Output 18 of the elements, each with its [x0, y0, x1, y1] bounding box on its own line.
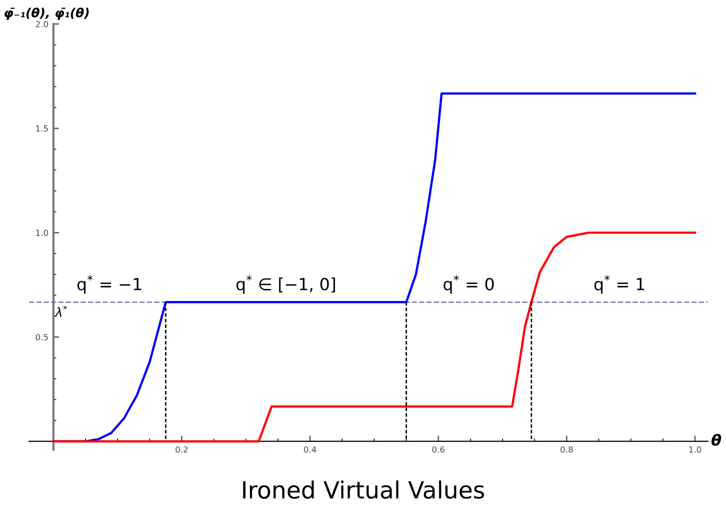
- y-tick-label: 0.5: [36, 334, 48, 340]
- x-tick-label: 1.0: [689, 446, 702, 453]
- y-axis-title: φ̄₋₁(θ), φ̄₁(θ): [4, 8, 89, 20]
- x-axis-title: θ: [711, 434, 722, 446]
- annotation: q$^{*}$ = 0: [444, 275, 494, 294]
- annotation: q$^{*}$ = −1: [77, 275, 142, 294]
- line-series: [52, 232, 696, 442]
- annotation: q$^{*}$ ∈ [−1, 0]: [236, 275, 335, 294]
- y-tick-label: 1.5: [36, 125, 48, 132]
- ref-line-label: λ$^{*}$: [54, 306, 67, 317]
- x-tick-label: 0.2: [176, 446, 188, 453]
- x-tick-label: 0.8: [560, 446, 573, 453]
- text: Ironed Virtual Values: [243, 480, 484, 499]
- y-tick-label: 2.0: [36, 21, 48, 28]
- annotation: q$^{*}$ = 1: [594, 275, 644, 294]
- x-tick-label: 0.6: [432, 446, 444, 453]
- y-tick-label: 1.0: [36, 230, 48, 236]
- x-tick-label: 0.4: [304, 446, 316, 453]
